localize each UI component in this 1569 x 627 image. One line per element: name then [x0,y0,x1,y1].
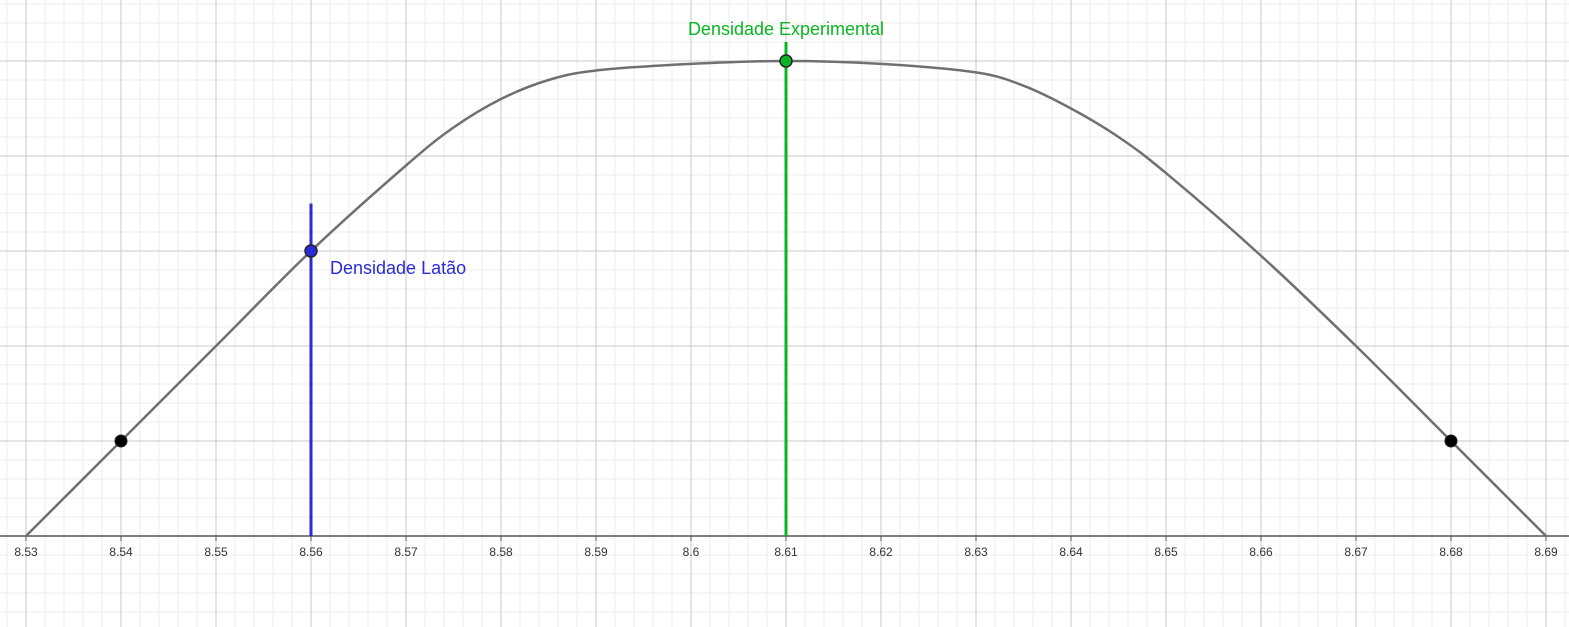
x-tick-label: 8.63 [964,545,988,559]
marker-lines: Densidade Latão Densidade Experimental [304,19,884,536]
x-tick-label: 8.64 [1059,545,1083,559]
curve-points [114,434,1458,448]
x-tick-label: 8.6 [683,545,700,559]
x-tick-label: 8.58 [489,545,513,559]
x-tick-label: 8.61 [774,545,798,559]
x-tick-label: 8.55 [204,545,228,559]
marker-point[interactable] [304,244,318,258]
x-tick-label: 8.53 [14,545,38,559]
curve-point[interactable] [1444,434,1458,448]
curve-point[interactable] [114,434,128,448]
x-tick-label: 8.54 [109,545,133,559]
marker-label: Densidade Experimental [688,19,884,39]
x-tick-label: 8.62 [869,545,893,559]
x-tick-label: 8.67 [1344,545,1368,559]
x-tick-label: 8.65 [1154,545,1178,559]
x-tick-label: 8.69 [1534,545,1558,559]
x-axis-ticks: 8.53 8.54 8.55 8.56 8.57 8.58 8.59 8.6 8.61 8.62 8… [14,536,1558,559]
x-tick-label: 8.68 [1439,545,1463,559]
marker-label: Densidade Latão [330,258,466,278]
x-tick-label: 8.56 [299,545,323,559]
x-tick-label: 8.59 [584,545,608,559]
x-tick-label: 8.57 [394,545,418,559]
x-tick-label: 8.66 [1249,545,1273,559]
marker-point[interactable] [779,54,793,68]
